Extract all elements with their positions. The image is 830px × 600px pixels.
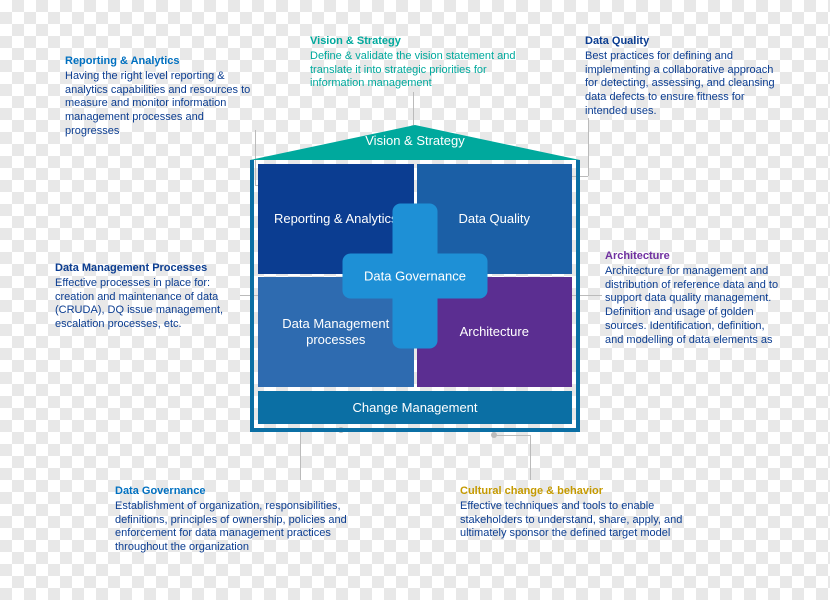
center-label: Data Governance [364, 268, 466, 283]
callout-vision-title: Vision & Strategy [310, 35, 520, 49]
tiles-grid: Reporting & Analytics Data Quality Data … [258, 164, 572, 387]
callout-vision: Vision & Strategy Define & validate the … [310, 35, 520, 91]
callout-cultural-body: Effective techniques and tools to enable… [460, 500, 705, 541]
leader-cultural-v [530, 435, 531, 480]
leader-governance-v [300, 430, 301, 480]
callout-architecture-body: Architecture for management and distribu… [605, 265, 780, 348]
callout-governance: Data Governance Establishment of organiz… [115, 485, 370, 555]
callout-processes-title: Data Management Processes [55, 262, 240, 276]
roof-label: Vision & Strategy [250, 133, 580, 148]
leader-quality-v [588, 118, 589, 176]
callout-quality-title: Data Quality [585, 35, 775, 49]
callout-cultural-title: Cultural change & behavior [460, 485, 705, 499]
callout-governance-title: Data Governance [115, 485, 370, 499]
callout-processes: Data Management Processes Effective proc… [55, 262, 240, 332]
leader-cultural-h [495, 435, 530, 436]
house-frame: Reporting & Analytics Data Quality Data … [250, 160, 580, 432]
callout-reporting: Reporting & Analytics Having the right l… [65, 55, 255, 139]
leader-vision [413, 92, 414, 128]
callout-vision-body: Define & validate the vision statement a… [310, 50, 520, 91]
dot-cultural [491, 432, 497, 438]
callout-governance-body: Establishment of organization, responsib… [115, 500, 370, 555]
center-piece: Data Governance [343, 203, 488, 348]
house-diagram: Vision & Strategy Reporting & Analytics … [250, 125, 580, 432]
roof: Vision & Strategy [250, 125, 580, 160]
callout-quality-body: Best practices for defining and implemen… [585, 50, 775, 119]
callout-reporting-body: Having the right level reporting & analy… [65, 70, 255, 139]
callout-architecture-title: Architecture [605, 250, 780, 264]
callout-cultural: Cultural change & behavior Effective tec… [460, 485, 705, 541]
callout-quality: Data Quality Best practices for defining… [585, 35, 775, 119]
callout-processes-body: Effective processes in place for: creati… [55, 277, 240, 332]
callout-reporting-title: Reporting & Analytics [65, 55, 255, 69]
bottom-bar: Change Management [258, 391, 572, 424]
callout-architecture: Architecture Architecture for management… [605, 250, 780, 347]
